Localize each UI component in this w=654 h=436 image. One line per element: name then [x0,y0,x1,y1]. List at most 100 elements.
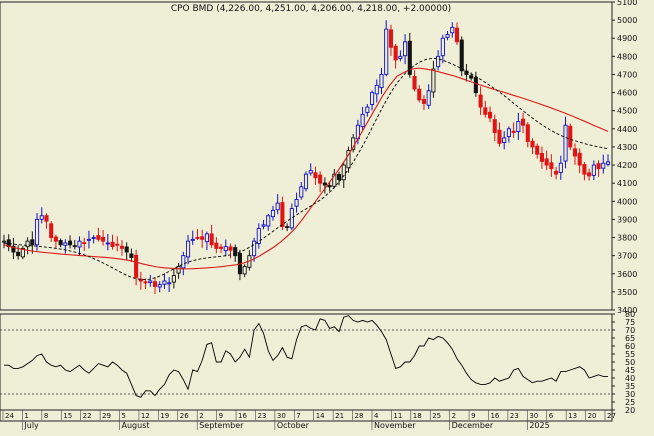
date-tick-label: 27 [607,412,616,420]
candlestick [195,229,200,240]
candle-body [289,208,294,229]
candle-body [582,164,587,175]
price-tick-label: 4400 [617,125,637,134]
candlestick [53,234,58,249]
candlestick [190,230,195,245]
date-tick-label: 8 [44,412,48,420]
candle-body [473,77,478,94]
candlestick [134,249,139,286]
price-tick-label: 3700 [617,252,637,261]
candle-body [167,282,172,285]
candlestick [252,237,257,262]
candlestick [11,237,16,260]
candlesticks [1,20,611,294]
candle-body [294,199,299,207]
candle-body [44,215,49,222]
date-tick-label: 25 [432,412,441,420]
moving-average-dashed-line [3,57,609,281]
candle-body [77,240,82,248]
candlestick [77,236,82,256]
candle-body [143,281,148,284]
candlestick [1,234,7,249]
candle-body [91,237,96,239]
candlestick [86,230,91,249]
date-tick-label: 6 [549,412,554,420]
candle-body [516,121,521,132]
candlestick [322,177,327,194]
indicator-tick-label: 35 [625,382,635,391]
date-axis-band [0,409,613,422]
candlestick [487,106,493,123]
candle-body [171,275,176,283]
candlestick [421,95,427,111]
month-label: September [199,421,244,430]
candle-body [53,236,58,242]
chart-title: CPO BMD (4,226.00, 4,251.00, 4,206.00, 4… [171,4,451,14]
candlestick [105,234,110,251]
candle-body [511,130,516,133]
candlestick [58,238,63,248]
candle-body [219,246,224,249]
candle-body [195,236,200,239]
candlestick [49,221,54,243]
candle-body [58,240,63,246]
date-tick-label: 29 [102,412,111,420]
price-tick-label: 4500 [617,107,637,116]
candle-body [487,111,493,119]
candlestick [101,230,106,246]
candle-body [360,113,365,128]
candle-body [393,45,398,61]
date-tick-label: 26 [180,412,189,420]
date-tick-label: 28 [355,412,364,420]
candlestick [25,237,30,255]
candlestick [336,171,342,186]
indicator-tick-label: 65 [625,334,635,343]
candle-body [261,224,266,227]
candle-body [204,233,209,243]
candlestick [275,194,280,215]
candle-body [346,150,351,169]
candlestick [124,242,129,261]
moving-average-solid-line [3,67,609,270]
candle-body [72,245,77,248]
candle-body [185,240,191,258]
candle-body [313,172,318,179]
indicator-tick-label: 30 [625,390,635,399]
candlestick [492,114,497,142]
candlestick [162,273,167,289]
candlestick [568,123,573,151]
indicator-line [4,315,608,398]
candle-body [601,162,606,169]
candlestick [176,262,181,279]
candlestick [91,234,96,244]
candle-body [403,41,408,57]
candlestick [431,60,436,98]
candlestick [473,71,478,97]
candlestick [129,248,134,262]
candlestick [525,122,530,148]
candlestick [388,24,393,56]
candle-body [591,164,596,176]
candlestick [157,281,162,293]
month-label: July [23,421,39,430]
candlestick [261,220,266,230]
candle-body [407,40,412,75]
date-tick-label: 16 [238,412,247,420]
candlestick [82,237,87,251]
candlestick [516,113,521,140]
price-tick-label: 3400 [617,306,637,315]
candlestick [200,229,205,248]
date-tick-label: 7 [296,412,300,420]
candlestick [393,43,398,69]
candlestick [374,79,379,103]
indicator-tick-label: 50 [625,358,635,367]
candlestick [313,166,318,185]
candle-body [20,247,25,258]
date-tick-label: 18 [413,412,422,420]
month-label: December [452,421,494,430]
candle-body [530,140,535,148]
candle-body [181,255,186,269]
candlestick [223,239,228,257]
candle-body [398,55,403,59]
